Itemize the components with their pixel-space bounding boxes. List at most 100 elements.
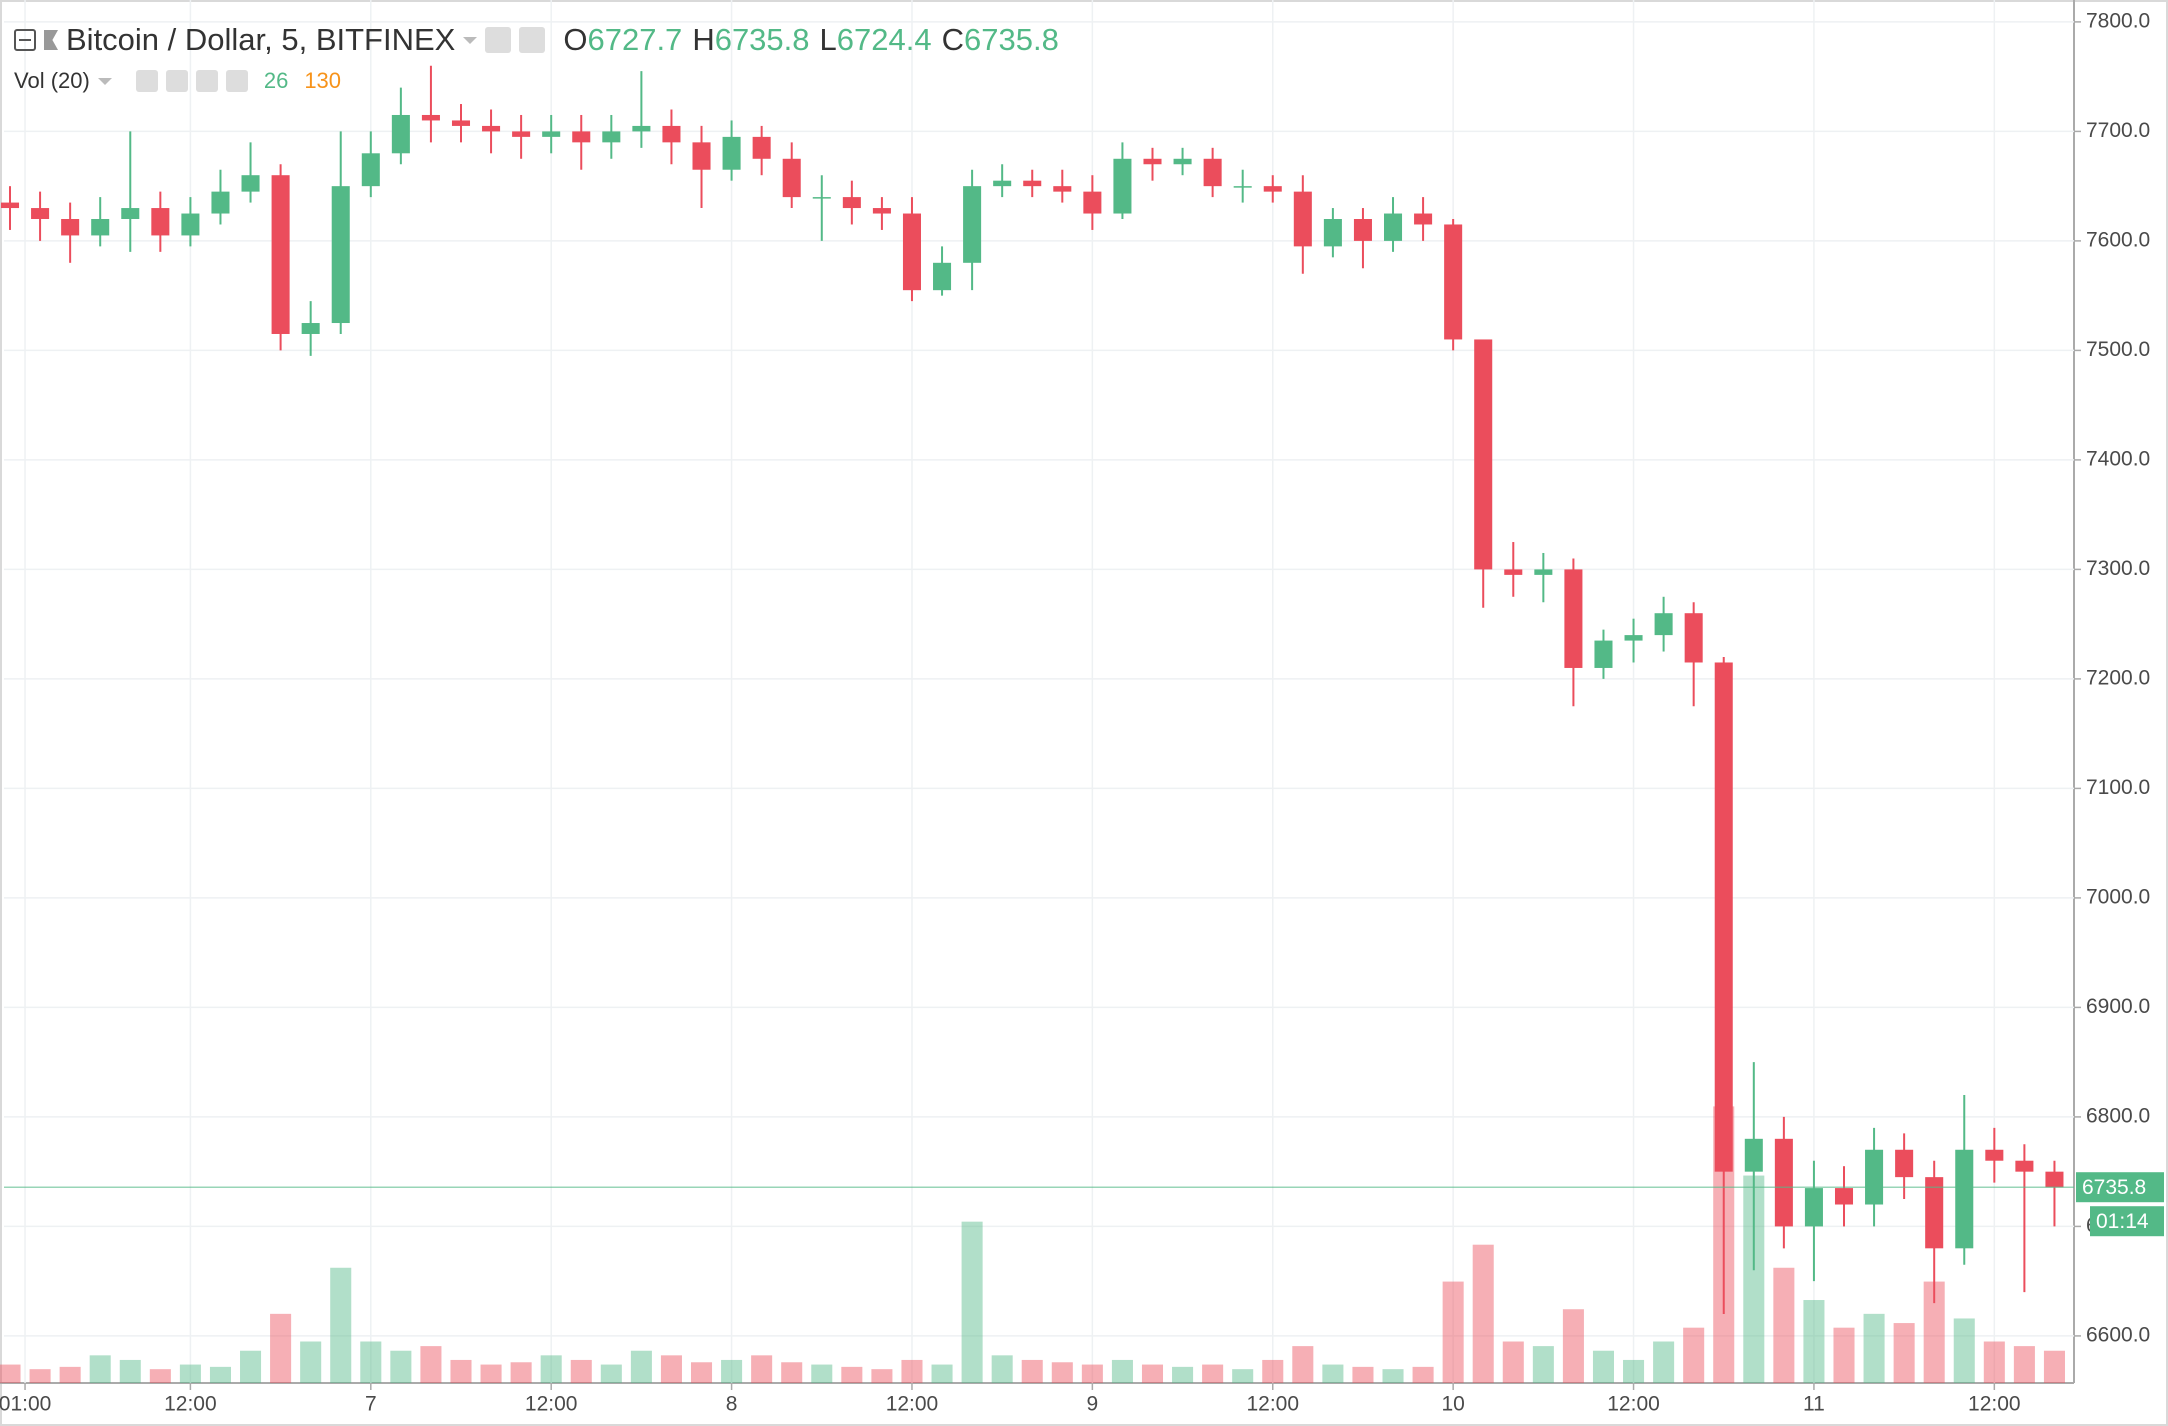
x-tick-label: 12:00 bbox=[886, 1393, 939, 1416]
candle-body bbox=[1113, 158, 1132, 214]
x-tick-label: 12:00 bbox=[164, 1393, 217, 1416]
ohlc-legend: O 6727.7 H 6735.8 L 6724.4 C 6735.8 bbox=[553, 22, 1058, 58]
volume-bar bbox=[1773, 1267, 1795, 1383]
volume-bar bbox=[1502, 1341, 1524, 1383]
candle-body bbox=[1834, 1188, 1854, 1205]
volume-bar bbox=[1021, 1359, 1043, 1383]
volume-legend: Vol (20) 26 130 bbox=[14, 68, 341, 94]
axes: 6600.06700.06800.06900.07000.07100.07200… bbox=[0, 9, 2164, 1416]
x-tick-label: 12:00 bbox=[1607, 1393, 1660, 1416]
volume-bar bbox=[119, 1359, 141, 1383]
volume-bar bbox=[1803, 1300, 1825, 1383]
x-tick-label: 8 bbox=[726, 1393, 738, 1416]
candle-body bbox=[391, 114, 410, 154]
volume-value: 26 bbox=[263, 68, 289, 93]
candle-body bbox=[1564, 569, 1583, 668]
x-tick-label: 10 bbox=[1441, 1393, 1464, 1416]
volume-bar bbox=[360, 1341, 382, 1383]
candle-body bbox=[121, 208, 140, 220]
volume-bar bbox=[2013, 1346, 2035, 1383]
candle-body bbox=[1895, 1149, 1914, 1178]
volume-bar bbox=[1141, 1364, 1164, 1383]
volume-bar bbox=[1562, 1309, 1584, 1383]
volume-bar bbox=[29, 1369, 51, 1383]
collapse-button[interactable] bbox=[14, 29, 36, 51]
volume-bar bbox=[540, 1355, 562, 1383]
volume-bar bbox=[59, 1366, 81, 1383]
volume-bar bbox=[330, 1267, 352, 1383]
dropdown[interactable] bbox=[97, 77, 112, 85]
volume-bar bbox=[1953, 1318, 1975, 1383]
legend-key: C bbox=[941, 22, 964, 57]
volume-bar bbox=[510, 1362, 532, 1383]
y-tick-label: 7200.0 bbox=[2086, 666, 2150, 689]
dropdown[interactable] bbox=[463, 36, 478, 44]
volume-bar bbox=[240, 1350, 262, 1383]
settings-icon[interactable] bbox=[519, 27, 546, 53]
add-icon[interactable] bbox=[195, 70, 218, 92]
candle-body bbox=[602, 131, 621, 143]
candle-body bbox=[722, 136, 741, 170]
volume-bar bbox=[811, 1364, 833, 1383]
volume-bar bbox=[1352, 1366, 1374, 1383]
candle-body bbox=[1384, 213, 1403, 241]
volume-bar bbox=[2043, 1350, 2065, 1383]
volume-bar bbox=[1202, 1364, 1224, 1383]
candle-body bbox=[1353, 219, 1372, 241]
candle-body bbox=[1173, 158, 1192, 165]
candle-body bbox=[421, 114, 440, 121]
candle-body bbox=[211, 191, 230, 214]
x-tick-label: 12:00 bbox=[1968, 1393, 2021, 1416]
legend-value: 6735.8 bbox=[714, 22, 810, 57]
candle-body bbox=[963, 186, 982, 263]
flag-icon[interactable] bbox=[44, 30, 58, 50]
candle-body bbox=[812, 197, 831, 199]
volume-bar bbox=[931, 1364, 953, 1383]
legend-key: H bbox=[692, 22, 715, 57]
remove-icon[interactable] bbox=[225, 70, 248, 92]
candle-body bbox=[1263, 186, 1282, 192]
candle-body bbox=[1985, 1149, 2004, 1161]
candle-body bbox=[572, 131, 591, 143]
volume-bar bbox=[841, 1366, 863, 1383]
legend-value: 6735.8 bbox=[964, 22, 1059, 57]
volume-bar bbox=[1893, 1323, 1915, 1383]
candle-body bbox=[331, 186, 350, 324]
grid bbox=[4, 0, 2074, 1383]
candle-body bbox=[933, 262, 952, 291]
candle-body bbox=[692, 142, 711, 170]
volume-bar bbox=[1623, 1359, 1645, 1383]
symbol-title: Bitcoin / Dollar, 5, BITFINEX bbox=[66, 22, 456, 57]
y-tick-label: 7600.0 bbox=[2086, 228, 2150, 251]
volume-bar bbox=[1983, 1341, 2005, 1383]
candle-body bbox=[902, 213, 921, 291]
visibility-icon[interactable] bbox=[135, 70, 158, 92]
symbol-legend: Bitcoin / Dollar, 5, BITFINEX O 6727.7 H 67… bbox=[14, 22, 1059, 58]
legend-value: 6724.4 bbox=[836, 22, 932, 57]
candle-body bbox=[91, 219, 110, 236]
x-tick-label: 12:00 bbox=[1246, 1393, 1299, 1416]
volume-bar bbox=[961, 1221, 983, 1383]
volume-bar bbox=[1653, 1341, 1675, 1383]
visibility-icon[interactable] bbox=[485, 27, 512, 53]
volume-bar bbox=[1863, 1313, 1885, 1383]
volume-bar bbox=[209, 1366, 231, 1383]
volume-bar bbox=[1532, 1346, 1554, 1383]
volume-bar bbox=[1382, 1369, 1404, 1383]
legend-key: O bbox=[563, 22, 588, 57]
x-tick-label: 01:00 bbox=[0, 1393, 51, 1416]
candle-body bbox=[1203, 158, 1222, 187]
candle-body bbox=[1865, 1149, 1884, 1205]
candle-body bbox=[542, 131, 561, 137]
candle-body bbox=[271, 175, 290, 334]
volume-bar bbox=[1472, 1244, 1494, 1383]
volume-bar bbox=[871, 1369, 893, 1383]
volume-bar bbox=[1322, 1364, 1344, 1383]
volume-bar bbox=[1262, 1359, 1284, 1383]
candle-body bbox=[181, 213, 200, 236]
y-tick-label: 6800.0 bbox=[2086, 1104, 2150, 1127]
candle-body bbox=[31, 208, 50, 220]
settings-icon[interactable] bbox=[165, 70, 188, 92]
